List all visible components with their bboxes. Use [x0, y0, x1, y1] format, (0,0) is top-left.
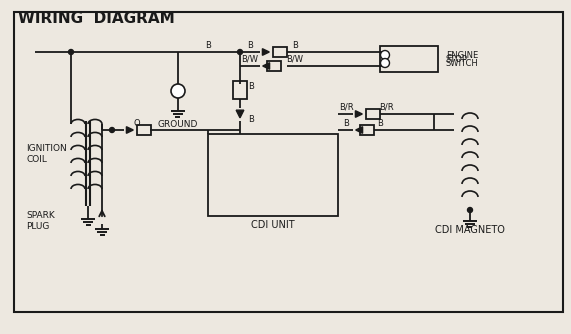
Circle shape [380, 58, 389, 67]
Text: B/R: B/R [339, 103, 353, 112]
Bar [267, 61, 281, 71]
Text: STOP: STOP [446, 54, 468, 63]
Circle shape [110, 128, 115, 133]
Text: motor: motor [330, 149, 452, 183]
Text: B: B [247, 40, 253, 49]
Text: GROUND: GROUND [158, 120, 198, 129]
Text: B: B [248, 81, 254, 91]
Text: O: O [134, 119, 140, 128]
Text: CDI MAGNETO: CDI MAGNETO [435, 225, 505, 235]
Circle shape [468, 207, 472, 212]
Text: SWITCH: SWITCH [446, 58, 478, 67]
Text: IGNITION
COIL: IGNITION COIL [26, 144, 67, 164]
Text: WIRING  DIAGRAM: WIRING DIAGRAM [18, 11, 175, 26]
Text: B: B [248, 115, 254, 124]
Polygon shape [263, 49, 270, 55]
Bar [14, 12, 563, 312]
Bar [233, 81, 247, 99]
Bar [360, 125, 374, 135]
Polygon shape [126, 127, 133, 133]
Text: B/R: B/R [379, 103, 393, 112]
Text: B: B [292, 40, 298, 49]
Text: ENGINE: ENGINE [446, 50, 478, 59]
Text: B: B [343, 119, 349, 128]
Bar [380, 46, 438, 72]
Circle shape [238, 49, 243, 54]
Text: B: B [205, 40, 211, 49]
Polygon shape [236, 110, 244, 118]
Text: CDI UNIT: CDI UNIT [251, 220, 295, 230]
Bar [137, 125, 151, 135]
Bar [366, 109, 380, 119]
Text: B: B [377, 119, 383, 128]
Circle shape [171, 84, 185, 98]
Text: pcc: pcc [195, 118, 332, 186]
Text: B/W: B/W [242, 54, 259, 63]
Bar [208, 134, 338, 216]
Circle shape [69, 49, 74, 54]
Polygon shape [356, 127, 363, 133]
Circle shape [380, 50, 389, 59]
Circle shape [412, 101, 528, 217]
Text: B/W: B/W [287, 54, 304, 63]
Polygon shape [355, 111, 363, 117]
Text: SPARK
PLUG: SPARK PLUG [26, 211, 55, 231]
Polygon shape [263, 63, 270, 69]
Bar [273, 47, 287, 57]
